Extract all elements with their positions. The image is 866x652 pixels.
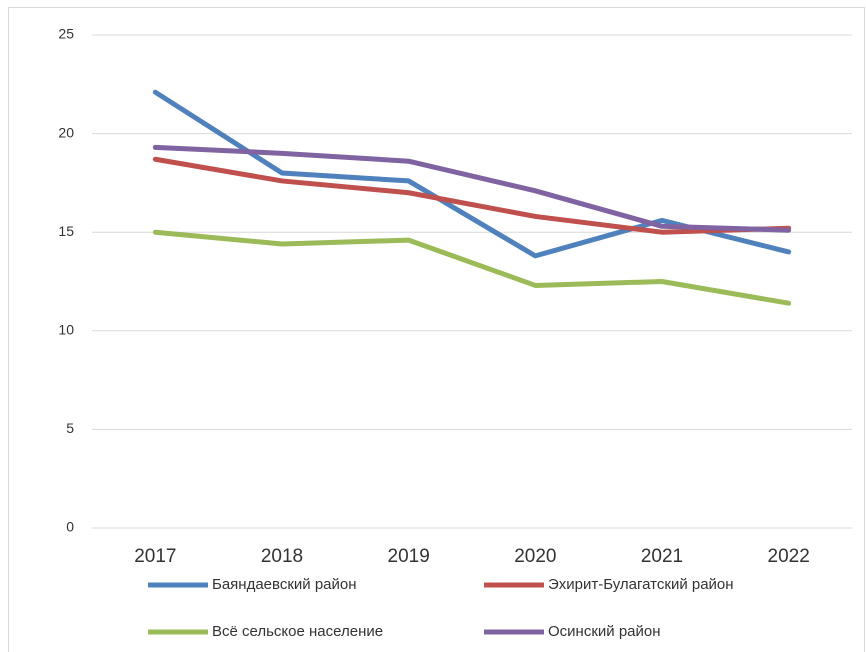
x-tick-label: 2018: [261, 546, 303, 567]
y-tick-label: 15: [58, 223, 74, 239]
y-tick-label: 20: [58, 124, 74, 140]
x-tick-label: 2019: [388, 546, 430, 567]
series-line: [152, 144, 792, 233]
x-tick-label: 2017: [134, 546, 176, 567]
y-tick-label: 25: [58, 26, 74, 42]
x-tick-label: 2020: [514, 546, 556, 567]
series-line: [152, 156, 792, 235]
x-tick-label: 2022: [768, 546, 810, 567]
chart-frame: [8, 7, 865, 652]
legend-label: Эхирит-Булагатский район: [548, 576, 734, 593]
legend-label: Всё сельское население: [212, 623, 383, 640]
series-line: [152, 229, 792, 306]
x-tick-label: 2021: [641, 546, 683, 567]
y-tick-label: 5: [66, 420, 74, 436]
legend-label: Баяндаевский район: [212, 576, 357, 593]
legend-label: Осинский район: [548, 623, 661, 640]
y-tick-label: 0: [66, 519, 74, 535]
y-tick-label: 10: [58, 322, 74, 338]
